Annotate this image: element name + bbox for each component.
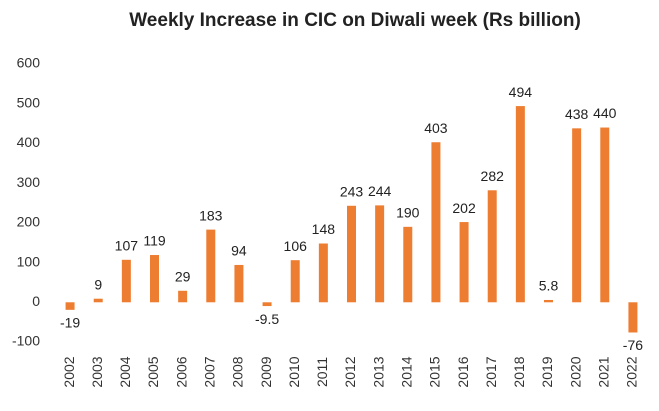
x-tick-label: 2009 [258, 356, 274, 387]
bar [262, 302, 272, 307]
bar [290, 260, 300, 303]
value-label: 119 [143, 233, 166, 249]
bar [544, 299, 553, 303]
bar [65, 302, 75, 310]
x-tick-label: 2010 [286, 356, 302, 387]
bar [178, 290, 188, 303]
x-tick-label: 2020 [567, 356, 583, 387]
bar [347, 205, 356, 303]
bar [121, 259, 131, 303]
x-tick-label: 2005 [145, 356, 161, 387]
y-tick-label: 100 [17, 253, 41, 269]
x-tick-label: 2021 [595, 356, 611, 387]
value-label: 440 [593, 105, 617, 121]
bar [234, 264, 244, 303]
x-tick-label: 2015 [427, 356, 443, 387]
bar [572, 128, 582, 303]
value-label: 148 [312, 221, 336, 237]
value-label: -76 [623, 337, 643, 353]
value-label: 107 [115, 237, 139, 253]
value-label: 403 [424, 120, 448, 136]
bar [403, 226, 413, 303]
x-tick-label: 2006 [173, 356, 189, 387]
bar [515, 106, 525, 303]
y-tick-label: 600 [17, 55, 41, 71]
y-tick-label: 200 [17, 214, 41, 230]
x-tick-label: 2016 [455, 356, 471, 387]
x-tick-label: 2022 [624, 356, 640, 387]
value-label: 190 [396, 205, 420, 221]
x-tick-label: 2004 [117, 356, 133, 387]
value-label: 244 [368, 183, 392, 199]
bar [318, 243, 328, 303]
value-label: -19 [60, 315, 80, 331]
x-tick-label: 2002 [61, 356, 77, 387]
x-tick-label: 2017 [483, 356, 499, 387]
x-tick-label: 2019 [539, 356, 555, 387]
value-label: 243 [340, 183, 364, 199]
value-label: 438 [565, 106, 589, 122]
x-tick-label: 2014 [398, 356, 414, 387]
value-label: 282 [481, 168, 505, 184]
bar [600, 127, 610, 303]
x-tick-label: 2018 [511, 356, 527, 387]
value-label: 106 [284, 238, 308, 254]
x-tick-label: 2011 [314, 357, 330, 387]
value-label: 183 [199, 207, 223, 223]
x-tick-label: 2012 [342, 356, 358, 387]
x-tick-label: 2013 [370, 356, 386, 387]
value-label: 494 [509, 84, 533, 100]
bar [431, 142, 441, 303]
y-tick-label: 300 [17, 174, 41, 190]
bar [206, 229, 216, 303]
value-label: 29 [175, 268, 191, 284]
bar [375, 205, 385, 303]
y-tick-label: 0 [32, 293, 40, 309]
value-label: -9.5 [255, 311, 279, 327]
value-label: 9 [94, 276, 102, 292]
bar [628, 302, 638, 333]
bar [150, 255, 159, 303]
y-tick-label: 400 [17, 134, 41, 150]
y-tick-label: 500 [17, 94, 41, 110]
x-tick-label: 2008 [230, 356, 246, 387]
bar [93, 298, 103, 303]
chart-title: Weekly Increase in CIC on Diwali week (R… [129, 10, 581, 31]
x-tick-label: 2003 [89, 356, 105, 387]
bar [487, 190, 497, 303]
bar [459, 222, 469, 303]
value-label: 5.8 [539, 278, 559, 294]
value-label: 94 [231, 243, 247, 259]
x-tick-label: 2007 [201, 356, 217, 387]
y-tick-label: -100 [12, 333, 40, 349]
value-label: 202 [452, 200, 476, 216]
